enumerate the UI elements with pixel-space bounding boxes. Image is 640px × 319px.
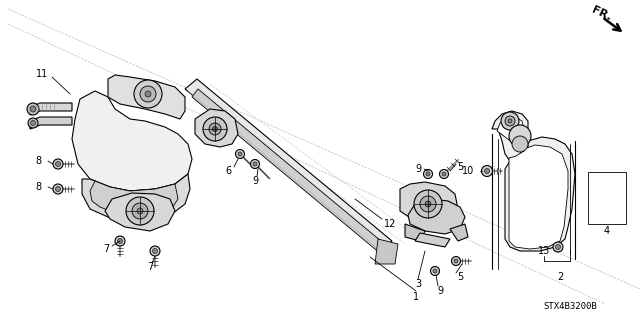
Polygon shape [450, 224, 468, 241]
Text: 12: 12 [384, 219, 396, 229]
Circle shape [481, 166, 493, 176]
Circle shape [424, 169, 433, 179]
Circle shape [115, 236, 125, 246]
Circle shape [152, 249, 157, 254]
Circle shape [509, 125, 531, 147]
Circle shape [27, 103, 39, 115]
Circle shape [132, 203, 148, 219]
Polygon shape [195, 109, 238, 147]
Text: 9: 9 [252, 176, 258, 186]
Circle shape [150, 246, 160, 256]
Circle shape [56, 187, 61, 191]
Circle shape [420, 196, 436, 212]
Polygon shape [415, 233, 450, 247]
Text: 9: 9 [437, 286, 443, 296]
Polygon shape [185, 79, 392, 251]
Circle shape [28, 118, 38, 128]
Circle shape [414, 190, 442, 218]
Circle shape [30, 106, 36, 112]
Polygon shape [72, 91, 192, 191]
Text: FR.: FR. [590, 5, 613, 23]
Circle shape [484, 168, 490, 174]
Circle shape [556, 244, 561, 249]
Polygon shape [497, 117, 568, 249]
Polygon shape [405, 224, 425, 241]
Polygon shape [400, 182, 458, 224]
Circle shape [140, 86, 156, 102]
Text: 4: 4 [604, 226, 610, 236]
Circle shape [209, 123, 221, 135]
Circle shape [426, 172, 430, 176]
Circle shape [118, 239, 122, 243]
Circle shape [253, 162, 257, 166]
Text: 2: 2 [557, 272, 563, 282]
Circle shape [425, 201, 431, 207]
Circle shape [250, 160, 259, 168]
Polygon shape [192, 89, 393, 259]
Circle shape [53, 159, 63, 169]
Circle shape [56, 161, 61, 167]
Text: 3: 3 [415, 279, 421, 289]
Polygon shape [90, 181, 178, 219]
Polygon shape [492, 111, 575, 251]
Text: 7: 7 [103, 244, 109, 254]
Text: 5: 5 [457, 272, 463, 282]
Circle shape [512, 136, 528, 152]
Text: 8: 8 [35, 156, 41, 166]
Text: STX4B3200B: STX4B3200B [543, 302, 597, 311]
Polygon shape [105, 193, 175, 231]
Polygon shape [375, 239, 398, 264]
Text: 13: 13 [538, 246, 550, 256]
Circle shape [236, 150, 244, 159]
Circle shape [508, 119, 512, 123]
Circle shape [126, 197, 154, 225]
Polygon shape [108, 75, 185, 119]
Text: 5: 5 [457, 162, 463, 172]
Circle shape [553, 242, 563, 252]
Circle shape [203, 117, 227, 141]
Bar [588, 172, 626, 224]
Circle shape [31, 121, 35, 125]
Circle shape [53, 184, 63, 194]
Polygon shape [82, 174, 190, 221]
Text: 10: 10 [462, 166, 474, 176]
Text: 6: 6 [225, 166, 231, 176]
Circle shape [137, 208, 143, 214]
Text: 1: 1 [413, 292, 419, 302]
Text: 7: 7 [147, 262, 153, 272]
Text: 11: 11 [36, 69, 48, 79]
Polygon shape [30, 103, 72, 115]
Circle shape [212, 127, 218, 131]
Circle shape [451, 256, 461, 265]
Circle shape [440, 169, 449, 179]
Circle shape [433, 269, 437, 273]
Circle shape [238, 152, 242, 156]
Circle shape [501, 112, 519, 130]
Polygon shape [30, 117, 72, 129]
Circle shape [454, 259, 458, 263]
Circle shape [145, 91, 151, 97]
Text: 8: 8 [35, 182, 41, 192]
Circle shape [505, 116, 515, 126]
Polygon shape [408, 199, 465, 234]
Circle shape [431, 266, 440, 276]
Text: 9: 9 [415, 164, 421, 174]
Circle shape [442, 172, 446, 176]
Circle shape [134, 80, 162, 108]
